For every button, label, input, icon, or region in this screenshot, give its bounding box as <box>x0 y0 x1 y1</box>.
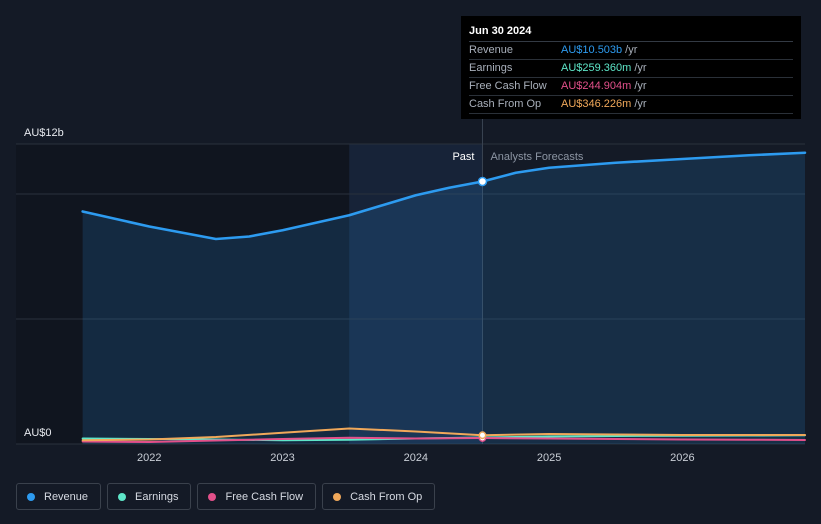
legend-label: Cash From Op <box>350 490 423 503</box>
tooltip-label: Revenue <box>469 44 514 56</box>
series-line-free-cash-flow <box>81 436 806 443</box>
forecast-label: Analysts Forecasts <box>490 151 583 163</box>
series-line-revenue <box>81 151 807 241</box>
tooltip-unit: /yr <box>625 44 638 56</box>
x-tick-label: 2024 <box>404 452 428 464</box>
tooltip-row-earnings: Earnings AU$259.360m /yr <box>469 60 793 78</box>
marker-revenue <box>477 176 488 187</box>
x-tick-label: 2023 <box>270 452 294 464</box>
legend-dot-icon <box>333 492 342 501</box>
legend-dot-icon <box>27 492 35 501</box>
legend-item-cash-from-op[interactable]: Cash From Op <box>322 483 436 510</box>
series-line-cash-from-op <box>81 427 806 442</box>
tooltip-row-free-cash-flow: Free Cash Flow AU$244.904m /yr <box>469 78 793 96</box>
tooltip-value: AU$259.360m <box>561 62 632 74</box>
revenue-earnings-chart: AU$12b AU$0 Past Analysts Forecasts 2022 2023… <box>16 16 807 464</box>
tooltip-row-revenue: Revenue AU$10.503b /yr <box>469 42 793 60</box>
marker-cash-from-op <box>478 431 487 440</box>
tooltip-unit: /yr <box>634 62 647 74</box>
y-axis-label-bottom: AU$0 <box>24 427 52 439</box>
revenue-area <box>82 152 806 444</box>
legend-item-earnings[interactable]: Earnings <box>107 483 192 510</box>
x-tick-label: 2026 <box>670 452 694 464</box>
tooltip-label: Earnings <box>469 62 513 74</box>
tooltip-row-cash-from-op: Cash From Op AU$346.226m /yr <box>469 96 793 114</box>
past-label: Past <box>452 151 474 163</box>
legend-item-free-cash-flow[interactable]: Free Cash Flow <box>197 483 317 510</box>
legend-label: Earnings <box>135 490 179 503</box>
tooltip-label: Free Cash Flow <box>469 80 547 92</box>
legend-dot-icon <box>208 492 217 501</box>
data-tooltip: Jun 30 2024 Revenue AU$10.503b /yr Earni… <box>461 16 801 119</box>
legend-dot-icon <box>118 492 127 501</box>
tooltip-unit: /yr <box>634 98 647 110</box>
tooltip-value: AU$244.904m <box>561 80 632 92</box>
x-tick-label: 2025 <box>537 452 561 464</box>
chart-legend: Revenue Earnings Free Cash Flow Cash Fro… <box>16 483 436 510</box>
tooltip-unit: /yr <box>634 80 647 92</box>
y-axis-label-top: AU$12b <box>24 127 64 139</box>
tooltip-date: Jun 30 2024 <box>469 24 793 42</box>
tooltip-value: AU$10.503b <box>561 44 623 56</box>
tooltip-label: Cash From Op <box>469 98 542 110</box>
legend-item-revenue[interactable]: Revenue <box>16 483 102 510</box>
legend-label: Revenue <box>44 490 89 503</box>
legend-label: Free Cash Flow <box>225 490 304 503</box>
x-tick-label: 2022 <box>137 452 161 464</box>
tooltip-value: AU$346.226m <box>561 98 632 110</box>
